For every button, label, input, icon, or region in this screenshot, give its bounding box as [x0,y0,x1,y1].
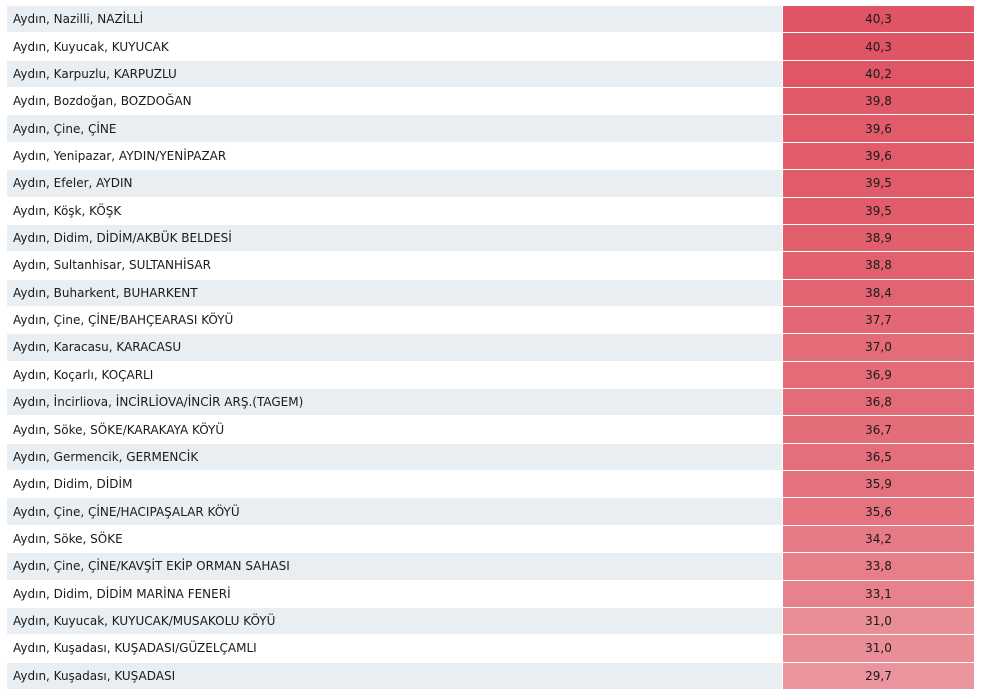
temperature-value-cell: 31,0 [782,635,974,662]
table-row: Aydın, Söke, SÖKE/KARAKAYA KÖYÜ 36,7 [7,416,981,444]
temperature-value-cell: 37,7 [782,306,974,334]
table-row: Aydın, Karacasu, KARACASU 37,0 [7,334,981,362]
station-name-cell: Aydın, Didim, DİDİM [7,471,782,498]
temperature-value-cell: 38,9 [782,224,974,252]
station-name-cell: Aydın, Kuyucak, KUYUCAK/MUSAKOLU KÖYÜ [7,607,782,635]
station-name-cell: Aydın, Yenipazar, AYDIN/YENİPAZAR [7,142,782,170]
station-name-cell: Aydın, Karpuzlu, KARPUZLU [7,60,782,88]
table-row: Aydın, Efeler, AYDIN 39,5 [7,170,981,198]
table-row: Aydın, Kuşadası, KUŞADASI/GÜZELÇAMLI 31,0 [7,635,981,663]
table-row: Aydın, Nazilli, NAZİLLİ 40,3 [7,6,981,34]
temperature-value-cell: 36,9 [782,361,974,389]
temperature-value-cell: 35,9 [782,471,974,498]
temperature-value-cell: 35,6 [782,498,974,525]
temperature-value-cell: 29,7 [782,662,974,689]
table-row: Aydın, Karpuzlu, KARPUZLU 40,2 [7,60,981,89]
temperature-value-cell: 37,0 [782,334,974,361]
temperature-value-cell: 39,6 [782,142,974,170]
temperature-value-cell: 33,8 [782,553,974,580]
table-row: Aydın, Söke, SÖKE 34,2 [7,525,981,554]
table-row: Aydın, Çine, ÇİNE 39,6 [7,115,981,143]
table-row: Aydın, Köşk, KÖŞK 39,5 [7,197,981,225]
table-row: Aydın, Didim, DİDİM MARİNA FENERİ 33,1 [7,580,981,608]
station-name-cell: Aydın, Çine, ÇİNE [7,115,782,142]
table-row: Aydın, Kuyucak, KUYUCAK/MUSAKOLU KÖYÜ 31,… [7,607,981,636]
temperature-value-cell: 40,3 [782,6,974,33]
temperature-value-cell: 39,6 [782,115,974,142]
table-row: Aydın, Kuşadası, KUŞADASI 29,7 [7,662,981,690]
station-name-cell: Aydın, Kuyucak, KUYUCAK [7,33,782,60]
table-row: Aydın, Çine, ÇİNE/HACIPAŞALAR KÖYÜ 35,6 [7,498,981,526]
table-row: Aydın, Kuyucak, KUYUCAK 40,3 [7,33,981,61]
station-name-cell: Aydın, Bozdoğan, BOZDOĞAN [7,88,782,115]
table-row: Aydın, Sultanhisar, SULTANHİSAR 38,8 [7,252,981,280]
station-name-cell: Aydın, Kuşadası, KUŞADASI/GÜZELÇAMLI [7,635,782,662]
temperature-value-cell: 36,5 [782,443,974,471]
station-name-cell: Aydın, Çine, ÇİNE/KAVŞİT EKİP ORMAN SAHA… [7,553,782,580]
table-row: Aydın, Didim, DİDİM 35,9 [7,471,981,499]
station-name-cell: Aydın, Köşk, KÖŞK [7,197,782,224]
temperature-value-cell: 33,1 [782,580,974,607]
table-row: Aydın, Yenipazar, AYDIN/YENİPAZAR 39,6 [7,142,981,171]
station-name-cell: Aydın, İncirliova, İNCİRLİOVA/İNCİR ARŞ.… [7,389,782,416]
temperature-value-cell: 39,5 [782,197,974,224]
station-name-cell: Aydın, Karacasu, KARACASU [7,334,782,361]
station-name-cell: Aydın, Nazilli, NAZİLLİ [7,6,782,33]
table-row: Aydın, Çine, ÇİNE/BAHÇEARASI KÖYÜ 37,7 [7,306,981,335]
temperature-value-cell: 39,8 [782,88,974,115]
temperature-value-cell: 39,5 [782,170,974,197]
station-name-cell: Aydın, Efeler, AYDIN [7,170,782,197]
table-row: Aydın, Didim, DİDİM/AKBÜK BELDESİ 38,9 [7,224,981,253]
station-name-cell: Aydın, Koçarlı, KOÇARLI [7,361,782,389]
station-name-cell: Aydın, Sultanhisar, SULTANHİSAR [7,252,782,279]
temperature-value-cell: 34,2 [782,525,974,553]
station-name-cell: Aydın, Söke, SÖKE [7,525,782,553]
station-name-cell: Aydın, Kuşadası, KUŞADASI [7,662,782,689]
table-row: Aydın, Çine, ÇİNE/KAVŞİT EKİP ORMAN SAHA… [7,553,981,581]
station-name-cell: Aydın, Söke, SÖKE/KARAKAYA KÖYÜ [7,416,782,443]
temperature-value-cell: 40,2 [782,60,974,88]
temperature-value-cell: 31,0 [782,607,974,635]
table-row: Aydın, Germencik, GERMENCİK 36,5 [7,443,981,472]
table-row: Aydın, Buharkent, BUHARKENT 38,4 [7,279,981,307]
station-name-cell: Aydın, Çine, ÇİNE/BAHÇEARASI KÖYÜ [7,306,782,334]
temperature-value-cell: 38,8 [782,252,974,279]
temperature-table: Aydın, Nazilli, NAZİLLİ 40,3 Aydın, Kuyuca… [7,0,981,690]
station-name-cell: Aydın, Çine, ÇİNE/HACIPAŞALAR KÖYÜ [7,498,782,525]
station-name-cell: Aydın, Didim, DİDİM/AKBÜK BELDESİ [7,224,782,252]
temperature-value-cell: 38,4 [782,279,974,306]
table-row: Aydın, İncirliova, İNCİRLİOVA/İNCİR ARŞ.… [7,389,981,417]
temperature-value-cell: 40,3 [782,33,974,60]
station-name-cell: Aydın, Didim, DİDİM MARİNA FENERİ [7,580,782,607]
station-name-cell: Aydın, Germencik, GERMENCİK [7,443,782,471]
temperature-value-cell: 36,7 [782,416,974,443]
table-row: Aydın, Koçarlı, KOÇARLI 36,9 [7,361,981,390]
table-row: Aydın, Bozdoğan, BOZDOĞAN 39,8 [7,88,981,116]
station-name-cell: Aydın, Buharkent, BUHARKENT [7,279,782,306]
temperature-value-cell: 36,8 [782,389,974,416]
